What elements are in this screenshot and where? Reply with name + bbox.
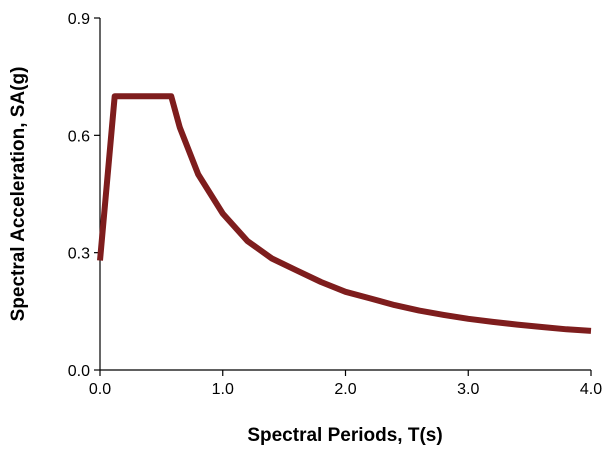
series-group [97, 93, 592, 334]
x-tick-label: 2.0 [334, 381, 356, 398]
y-axis-title: Spectral Acceleration, SA(g) [8, 67, 29, 322]
series-line [97, 93, 592, 334]
y-tick-label: 0.9 [68, 11, 90, 28]
x-tick-label: 4.0 [580, 381, 602, 398]
x-axis-title: Spectral Periods, T(s) [247, 425, 442, 446]
y-tick-label: 0.6 [68, 128, 90, 145]
ticks: 0.0 0.3 0.6 0.9 0.0 1.0 2.0 3.0 4.0 [68, 11, 602, 398]
axes [99, 18, 591, 371]
x-tick-label: 0.0 [89, 381, 111, 398]
y-tick-label: 0.3 [68, 246, 90, 263]
x-tick-label: 1.0 [212, 381, 234, 398]
y-tick-label: 0.0 [68, 363, 90, 380]
x-tick-label: 3.0 [457, 381, 479, 398]
